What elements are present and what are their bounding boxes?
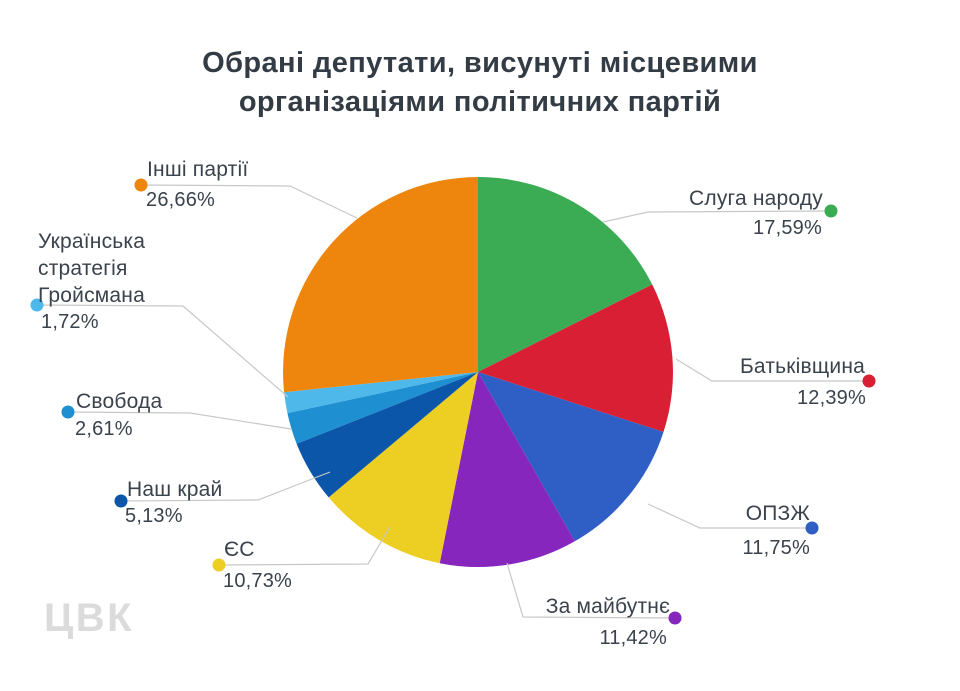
pie-slice-inshi-partii xyxy=(283,177,478,393)
leader-line-nash-krai xyxy=(120,471,331,502)
slice-value-inshi-partii: 26,66% xyxy=(146,189,216,211)
slice-name-opzzh: ОПЗЖ xyxy=(745,502,810,525)
chart-title: Обрані депутати, висунуті місцевими орга… xyxy=(0,44,960,123)
pie-slice-svoboda xyxy=(287,372,478,444)
chart-title-line1: Обрані депутати, висунуті місцевими xyxy=(202,47,758,79)
leader-line-za-maibutnie xyxy=(506,562,676,619)
bullet-dot-inshi-partii xyxy=(134,178,148,192)
bullet-dot-batkivshchyna xyxy=(862,374,876,388)
slice-value-yes: 10,73% xyxy=(223,570,293,592)
pie-slice-batkivshchyna xyxy=(478,284,673,432)
leader-line-yes xyxy=(218,526,391,566)
pie-slice-ukrainska-stratehiia-hroismana xyxy=(284,372,478,414)
slice-value-nash-krai: 5,13% xyxy=(125,505,183,527)
chart-title-line2: організаціями політичних партій xyxy=(238,86,722,119)
slice-name-yes: ЄС xyxy=(224,538,255,561)
slice-name-inshi-partii: Інші партії xyxy=(147,158,249,181)
slice-name-sluha-narodu: Слуга народу xyxy=(689,187,823,210)
pie-slice-nash-krai xyxy=(296,372,478,498)
pie-slice-sluha-narodu xyxy=(478,177,653,372)
slice-value-svoboda: 2,61% xyxy=(75,418,133,440)
slice-name-svoboda: Свобода xyxy=(76,390,163,413)
bullet-dot-opzzh xyxy=(805,521,819,535)
pie-slice-yes xyxy=(328,372,478,564)
cvk-watermark: ЦВК xyxy=(44,596,135,640)
leader-line-opzzh xyxy=(647,503,812,529)
leader-line-inshi-partii xyxy=(140,184,358,219)
leader-line-ukrainska-stratehiia-hroismana xyxy=(36,304,289,398)
leader-line-svoboda xyxy=(67,411,292,430)
leader-line-sluha-narodu xyxy=(602,210,832,223)
pie-slice-za-maibutnie xyxy=(439,372,575,568)
slice-value-opzzh: 11,75% xyxy=(742,537,810,559)
slice-name-ukrainska-stratehiia-hroismana: Українська стратегія Гройсмана xyxy=(38,230,146,307)
bullet-dot-nash-krai xyxy=(114,494,128,508)
slice-value-ukrainska-stratehiia-hroismana: 1,72% xyxy=(41,311,99,333)
slice-name-za-maibutnie: За майбутнє xyxy=(545,595,670,618)
slice-name-batkivshchyna: Батьківщина xyxy=(739,355,865,378)
bullet-dot-ukrainska-stratehiia-hroismana xyxy=(30,298,44,312)
leader-line-batkivshchyna xyxy=(675,358,869,382)
slice-name-nash-krai: Наш край xyxy=(127,478,223,501)
slice-value-za-maibutnie: 11,42% xyxy=(599,627,667,649)
bullet-dot-za-maibutnie xyxy=(668,611,682,625)
slice-value-batkivshchyna: 12,39% xyxy=(796,387,866,409)
pie-slice-opzzh xyxy=(478,372,664,542)
bullet-dot-sluha-narodu xyxy=(824,204,838,218)
bullet-dot-svoboda xyxy=(61,405,75,419)
slice-value-sluha-narodu: 17,59% xyxy=(752,217,822,239)
bullet-dot-yes xyxy=(212,558,226,572)
